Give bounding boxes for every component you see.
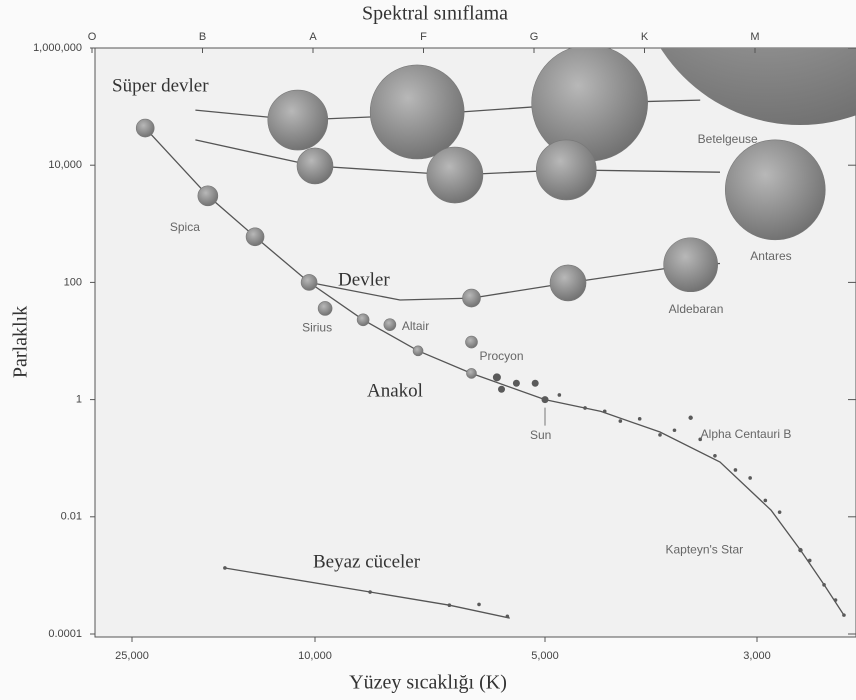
star bbox=[531, 379, 539, 387]
star-label: Alpha Centauri B bbox=[701, 427, 792, 441]
x-tick-label: 3,000 bbox=[743, 650, 771, 662]
star-label: Antares bbox=[750, 249, 791, 263]
spectral-class-label: B bbox=[199, 31, 206, 43]
region-label: Anakol bbox=[367, 380, 423, 401]
sequence-line bbox=[224, 567, 510, 619]
star bbox=[426, 146, 484, 204]
spectral-class-label: F bbox=[420, 31, 427, 43]
star bbox=[602, 409, 607, 414]
star-label: Aldebaran bbox=[669, 302, 724, 316]
x-tick-label: 5,000 bbox=[531, 650, 559, 662]
star bbox=[197, 185, 219, 207]
star bbox=[698, 437, 703, 442]
star bbox=[462, 288, 481, 308]
region-label: Beyaz cüceler bbox=[313, 551, 421, 572]
star bbox=[777, 510, 782, 514]
star bbox=[245, 227, 265, 247]
star bbox=[477, 602, 481, 607]
star bbox=[447, 603, 452, 608]
star bbox=[498, 385, 506, 393]
star bbox=[369, 64, 465, 160]
star-label: Altair bbox=[402, 319, 429, 333]
spectral-class-label: A bbox=[309, 31, 317, 43]
star bbox=[300, 274, 318, 291]
y-axis-label: Parlaklık bbox=[10, 306, 32, 378]
star bbox=[465, 335, 478, 349]
spectral-class-label: O bbox=[88, 31, 97, 43]
star-label: Sun bbox=[530, 428, 551, 442]
star bbox=[733, 468, 738, 472]
spectral-class-label: M bbox=[750, 31, 759, 43]
star bbox=[492, 373, 501, 382]
star bbox=[724, 139, 826, 241]
star bbox=[356, 313, 370, 327]
star bbox=[822, 583, 826, 587]
star bbox=[223, 566, 227, 570]
region-label: Süper devler bbox=[112, 75, 209, 96]
star bbox=[583, 406, 587, 410]
region-label: Devler bbox=[338, 269, 390, 290]
star bbox=[833, 598, 838, 602]
star-label: Kapteyn's Star bbox=[665, 542, 743, 556]
y-tick-label: 1,000,000 bbox=[33, 42, 82, 54]
spectral-class-label: K bbox=[641, 31, 649, 43]
y-tick-label: 0.01 bbox=[61, 511, 82, 523]
star bbox=[531, 48, 648, 162]
star bbox=[842, 613, 846, 617]
star-label: Spica bbox=[170, 220, 200, 234]
star bbox=[713, 453, 717, 458]
star bbox=[763, 498, 768, 503]
chart-title: Spektral sınıflama bbox=[362, 3, 508, 25]
star bbox=[412, 345, 424, 357]
y-tick-label: 100 bbox=[64, 276, 82, 288]
star bbox=[505, 614, 510, 619]
star bbox=[798, 547, 803, 553]
star bbox=[267, 89, 329, 151]
star bbox=[748, 476, 752, 480]
star bbox=[368, 590, 372, 594]
y-tick-label: 10,000 bbox=[48, 159, 82, 171]
y-tick-label: 1 bbox=[76, 394, 82, 406]
star bbox=[637, 417, 642, 421]
star bbox=[557, 393, 562, 397]
star bbox=[672, 428, 677, 433]
star bbox=[549, 264, 587, 302]
x-axis-label: Yüzey sıcaklığı (K) bbox=[349, 672, 507, 694]
star bbox=[658, 433, 662, 437]
star bbox=[317, 301, 333, 316]
star bbox=[466, 368, 477, 379]
spectral-class-label: G bbox=[530, 31, 539, 43]
x-tick-label: 25,000 bbox=[115, 650, 149, 662]
y-tick-label: 0.0001 bbox=[48, 628, 82, 640]
star bbox=[688, 415, 693, 420]
star-label: Procyon bbox=[479, 349, 523, 363]
x-tick-label: 10,000 bbox=[298, 650, 332, 662]
star-label: Betelgeuse bbox=[698, 132, 758, 146]
star-label: Sirius bbox=[302, 321, 332, 335]
star bbox=[296, 147, 334, 185]
star bbox=[663, 237, 718, 293]
star bbox=[618, 419, 623, 423]
star bbox=[535, 139, 597, 201]
star bbox=[135, 118, 155, 138]
giant-star-decoration bbox=[660, 48, 856, 125]
star bbox=[807, 558, 812, 563]
star bbox=[512, 379, 520, 387]
star bbox=[383, 318, 397, 331]
plot-area bbox=[135, 48, 846, 619]
star bbox=[541, 396, 549, 404]
